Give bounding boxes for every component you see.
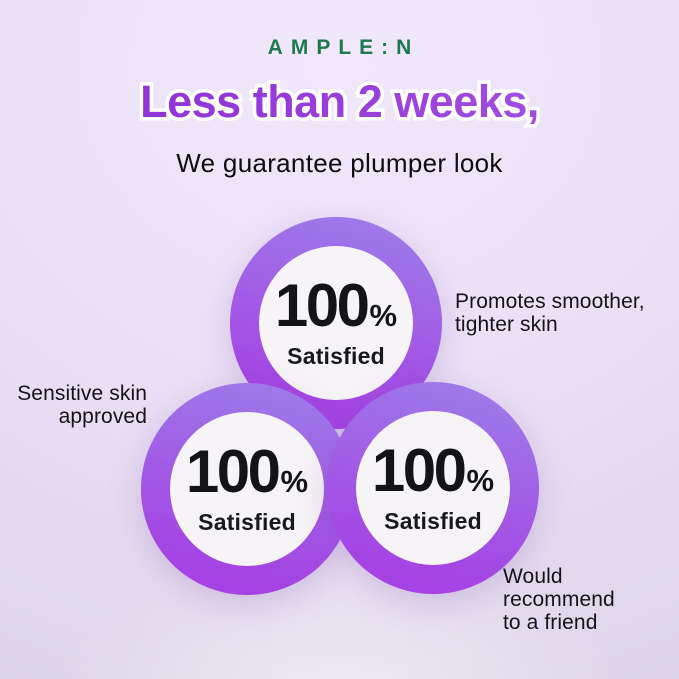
stat-number: 100 xyxy=(185,438,281,505)
stat-circle-bottom-right-inner: 100 % Satisfied xyxy=(356,411,510,565)
stat-number: 100 xyxy=(274,272,370,339)
percent-sign: % xyxy=(466,463,495,498)
stat-value: 100 % xyxy=(372,441,494,501)
headline: Less than 2 weeks, Less than 2 weeks, xyxy=(0,73,679,131)
stat-value: 100 % xyxy=(186,442,308,502)
stat-circle-top: 100 % Satisfied xyxy=(230,217,442,429)
annotation-sensitive-skin-approved: Sensitive skin approved xyxy=(17,382,147,428)
stat-circle-top-inner: 100 % Satisfied xyxy=(259,246,413,400)
brand-logo: AMPLE:N xyxy=(267,36,420,59)
stat-label: Satisfied xyxy=(198,509,296,535)
stat-label: Satisfied xyxy=(287,343,385,369)
stat-circle-bottom-right: 100 % Satisfied xyxy=(327,382,539,594)
stat-circle-bottom-left-inner: 100 % Satisfied xyxy=(170,412,324,566)
annotation-would-recommend: Would recommend to a friend xyxy=(503,565,615,634)
subheadline: We guarantee plumper look xyxy=(176,148,503,178)
headline-outline: Less than 2 weeks, xyxy=(137,73,543,131)
percent-sign: % xyxy=(280,464,309,499)
annotation-smoother-tighter-skin: Promotes smoother, tighter skin xyxy=(455,290,645,336)
stat-number: 100 xyxy=(371,437,467,504)
percent-sign: % xyxy=(369,298,398,333)
stat-value: 100 % xyxy=(275,276,397,336)
stat-label: Satisfied xyxy=(384,508,482,534)
stat-circle-bottom-left: 100 % Satisfied xyxy=(141,383,353,595)
headline-text: Less than 2 weeks, xyxy=(0,76,679,128)
